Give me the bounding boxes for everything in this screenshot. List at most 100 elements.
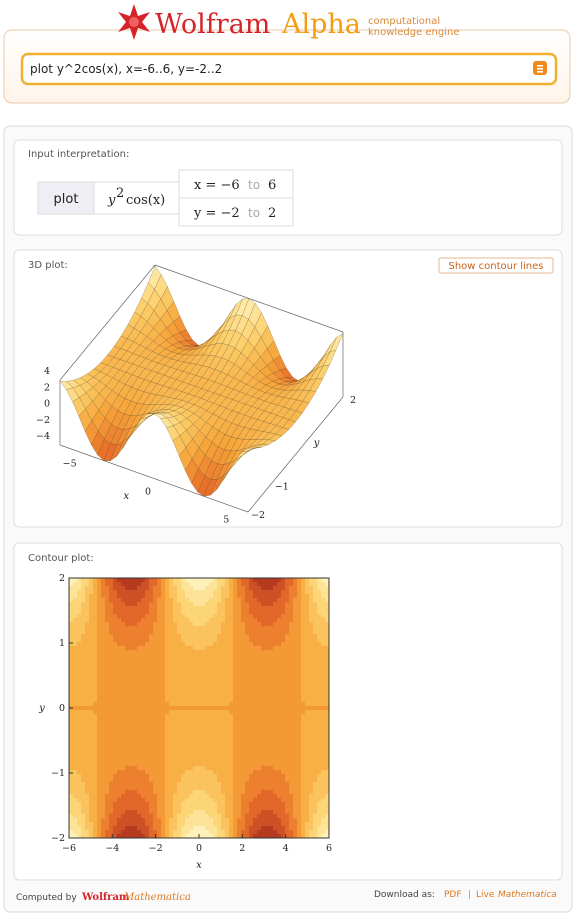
contour-cell bbox=[101, 614, 106, 619]
contour-cell bbox=[173, 626, 178, 631]
contour-cell bbox=[301, 738, 306, 743]
contour-button-label[interactable]: Show contour lines bbox=[448, 261, 543, 272]
contour-cell bbox=[125, 674, 130, 679]
contour-cell bbox=[245, 658, 250, 663]
contour-cell bbox=[213, 658, 218, 663]
pdf-link[interactable]: PDF bbox=[444, 890, 462, 900]
contour-cell bbox=[161, 746, 166, 751]
contour-cell bbox=[229, 830, 234, 835]
contour-cell bbox=[105, 810, 110, 815]
contour-cell bbox=[273, 786, 278, 791]
contour-cell bbox=[133, 678, 138, 683]
contour-cell bbox=[89, 690, 94, 695]
contour-cell bbox=[113, 634, 118, 639]
contour-cell bbox=[221, 598, 226, 603]
surface-patch bbox=[329, 332, 344, 353]
contour-cell bbox=[133, 666, 138, 671]
contour-cell bbox=[89, 762, 94, 767]
contour-cell bbox=[325, 626, 330, 631]
query-text[interactable]: plot y^2cos(x), x=-6..6, y=-2..2 bbox=[30, 62, 222, 76]
contour-cell bbox=[169, 746, 174, 751]
contour-cell bbox=[241, 818, 246, 823]
contour-cell bbox=[101, 630, 106, 635]
contour-cell bbox=[133, 782, 138, 787]
contour-cell bbox=[297, 602, 302, 607]
contour-cell bbox=[269, 638, 274, 643]
contour-cell bbox=[189, 666, 194, 671]
contour-cell bbox=[77, 782, 82, 787]
contour-cell bbox=[97, 814, 102, 819]
contour-cell bbox=[325, 718, 330, 723]
contour-cell bbox=[125, 734, 130, 739]
contour-cell bbox=[125, 594, 130, 599]
contour-cell bbox=[149, 734, 154, 739]
contour-cell bbox=[197, 618, 202, 623]
contour-cell bbox=[97, 834, 102, 839]
contour-cell bbox=[97, 810, 102, 815]
contour-cell bbox=[253, 702, 258, 707]
contour-cell bbox=[97, 666, 102, 671]
contour-cell bbox=[173, 742, 178, 747]
contour-cell bbox=[93, 738, 98, 743]
contour-cell bbox=[181, 762, 186, 767]
contour-cell bbox=[169, 834, 174, 839]
contour-cell bbox=[97, 674, 102, 679]
contour-cell bbox=[153, 638, 158, 643]
contour-cell bbox=[317, 834, 322, 839]
contour-cell bbox=[301, 670, 306, 675]
contour-cell bbox=[89, 630, 94, 635]
contour-cell bbox=[81, 694, 86, 699]
contour-cell bbox=[185, 830, 190, 835]
contour-cell bbox=[81, 670, 86, 675]
contour-cell bbox=[197, 682, 202, 687]
box-edge bbox=[247, 396, 344, 513]
search-box[interactable] bbox=[20, 52, 558, 86]
live-link[interactable]: Live bbox=[476, 890, 495, 900]
contour-cell bbox=[77, 834, 82, 839]
contour-cell bbox=[145, 734, 150, 739]
contour-cell bbox=[253, 786, 258, 791]
contour-cell bbox=[281, 582, 286, 587]
contour-cell bbox=[81, 806, 86, 811]
contour-cell bbox=[221, 602, 226, 607]
contour-cell bbox=[273, 746, 278, 751]
contour-cell bbox=[197, 606, 202, 611]
contour-cell bbox=[297, 742, 302, 747]
contour-cell bbox=[173, 678, 178, 683]
contour-cell bbox=[245, 614, 250, 619]
contour-cell bbox=[213, 634, 218, 639]
contour-cell bbox=[253, 730, 258, 735]
contour-cell bbox=[145, 666, 150, 671]
contour-cell bbox=[157, 778, 162, 783]
contour-cell bbox=[105, 682, 110, 687]
contour-cell bbox=[273, 662, 278, 667]
contour-cell bbox=[245, 786, 250, 791]
contour-cell bbox=[313, 818, 318, 823]
contour-cell bbox=[97, 690, 102, 695]
contour-cell bbox=[73, 582, 78, 587]
contour-cell bbox=[149, 618, 154, 623]
contour-cell bbox=[129, 666, 134, 671]
contour-cell bbox=[77, 662, 82, 667]
contour-cell bbox=[181, 802, 186, 807]
contour-cell bbox=[77, 742, 82, 747]
live-link[interactable]: Mathematica bbox=[498, 890, 557, 900]
contour-cell bbox=[101, 754, 106, 759]
contour-cell bbox=[109, 742, 114, 747]
contour-cell bbox=[221, 738, 226, 743]
contour-cell bbox=[157, 810, 162, 815]
contour-cell bbox=[125, 794, 130, 799]
contour-cell bbox=[261, 622, 266, 627]
contour-cell bbox=[165, 810, 170, 815]
contour-cell bbox=[209, 578, 214, 583]
contour-cell bbox=[169, 594, 174, 599]
contour-cell bbox=[261, 598, 266, 603]
contour-cell bbox=[129, 790, 134, 795]
contour-cell bbox=[281, 618, 286, 623]
contour-cell bbox=[137, 694, 142, 699]
search-button[interactable] bbox=[533, 61, 547, 75]
contour-cell bbox=[285, 590, 290, 595]
contour-cell bbox=[101, 666, 106, 671]
contour-button[interactable] bbox=[438, 257, 554, 274]
contour-cell bbox=[209, 746, 214, 751]
